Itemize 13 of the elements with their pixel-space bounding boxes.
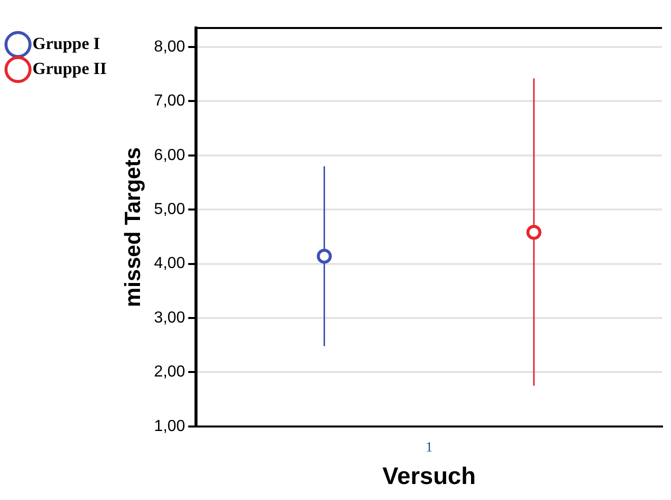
x-axis-title: Versuch bbox=[382, 463, 476, 490]
y-tick-label: 8,00 bbox=[154, 38, 186, 56]
y-axis-title: missed Targets bbox=[120, 147, 145, 308]
y-tick-label: 5,00 bbox=[154, 200, 186, 218]
y-tick-label: 6,00 bbox=[154, 146, 186, 164]
x-tick-label: 1 bbox=[426, 440, 433, 456]
y-tick-label: 2,00 bbox=[154, 364, 186, 381]
legend-label: Gruppe I bbox=[32, 34, 100, 53]
y-tick-label: 4,00 bbox=[154, 255, 186, 272]
legend-label: Gruppe II bbox=[32, 58, 108, 78]
y-tick-label: 1,00 bbox=[154, 418, 186, 435]
y-tick-label: 3,00 bbox=[154, 309, 186, 326]
y-tick-label: 7,00 bbox=[154, 92, 186, 110]
